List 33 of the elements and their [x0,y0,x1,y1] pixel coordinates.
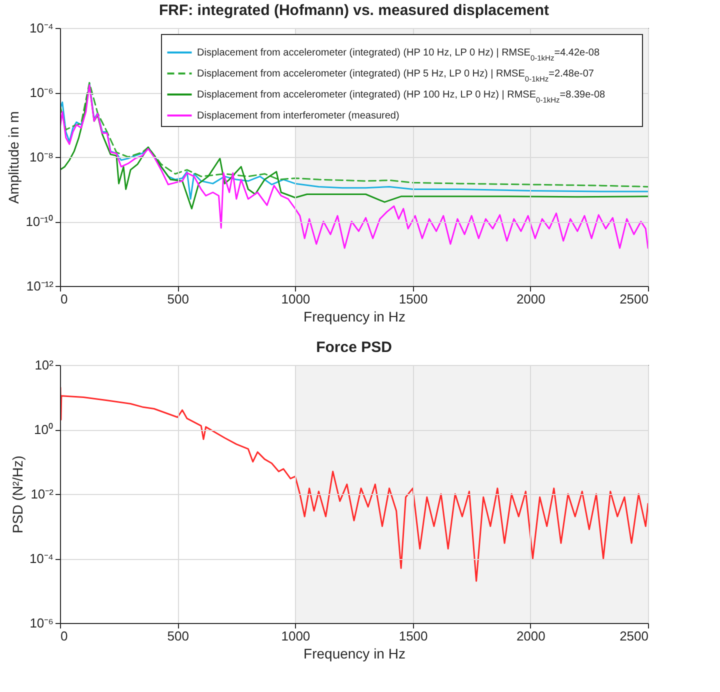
chart-title: Force PSD [316,339,392,356]
x-tick-label: 1500 [398,292,428,306]
x-tick-label: 500 [167,292,189,306]
y-tick-label: 10⁻² [30,486,54,502]
x-axis-title: Frequency in Hz [304,308,406,324]
legend-label: Displacement from accelerometer (integrated) (HP 10 Hz, LP 0 Hz) | RMSE$_{0-1kHz}$=4.42e-08 [197,48,600,62]
legend-label: Displacement from accelerometer (integrated) (HP 100 Hz, LP 0 Hz) | RMSE$_{0-1kHz}$=8.39e-08 [197,90,606,104]
x-tick-label: 2000 [516,292,546,306]
x-tick-label: 2500 [620,628,648,644]
y-tick-label: 10⁻¹⁰ [26,214,54,229]
line-series [60,84,648,249]
y-tick-label: 10² [34,358,54,372]
y-tick-label: 10⁻¹² [26,278,54,294]
chart-title: FRF: integrated (Hofmann) vs. measured displacement [158,2,550,19]
y-axis-title: PSD (N²/Hz) [9,456,26,534]
y-tick-label: 10⁻⁸ [30,150,54,164]
y-tick-label: 10⁻⁶ [30,616,54,630]
x-tick-label: 2000 [516,628,546,644]
x-tick-label: 2500 [620,292,648,306]
y-tick-label: 10⁻⁴ [29,20,54,36]
y-tick-label: 10⁻⁶ [30,85,54,100]
y-tick-label: 10⁰ [34,422,54,437]
legend-label: Displacement from accelerometer (integrated) (HP 5 Hz, LP 0 Hz) | RMSE$_{0-1kHz}$=2.48e-07 [197,68,594,83]
x-tick-label: 1000 [281,292,310,306]
x-axis-title: Frequency in Hz [304,646,406,662]
legend-label: Displacement from interferometer (measured) [197,110,400,122]
x-tick-label: 0 [60,628,68,644]
x-tick-label: 1000 [281,628,310,644]
x-tick-label: 0 [60,292,68,306]
x-tick-label: 1500 [398,628,428,644]
y-tick-label: 10⁻⁴ [29,551,54,566]
x-tick-label: 500 [167,628,189,644]
y-axis-title: Amplitude in m [6,111,22,204]
